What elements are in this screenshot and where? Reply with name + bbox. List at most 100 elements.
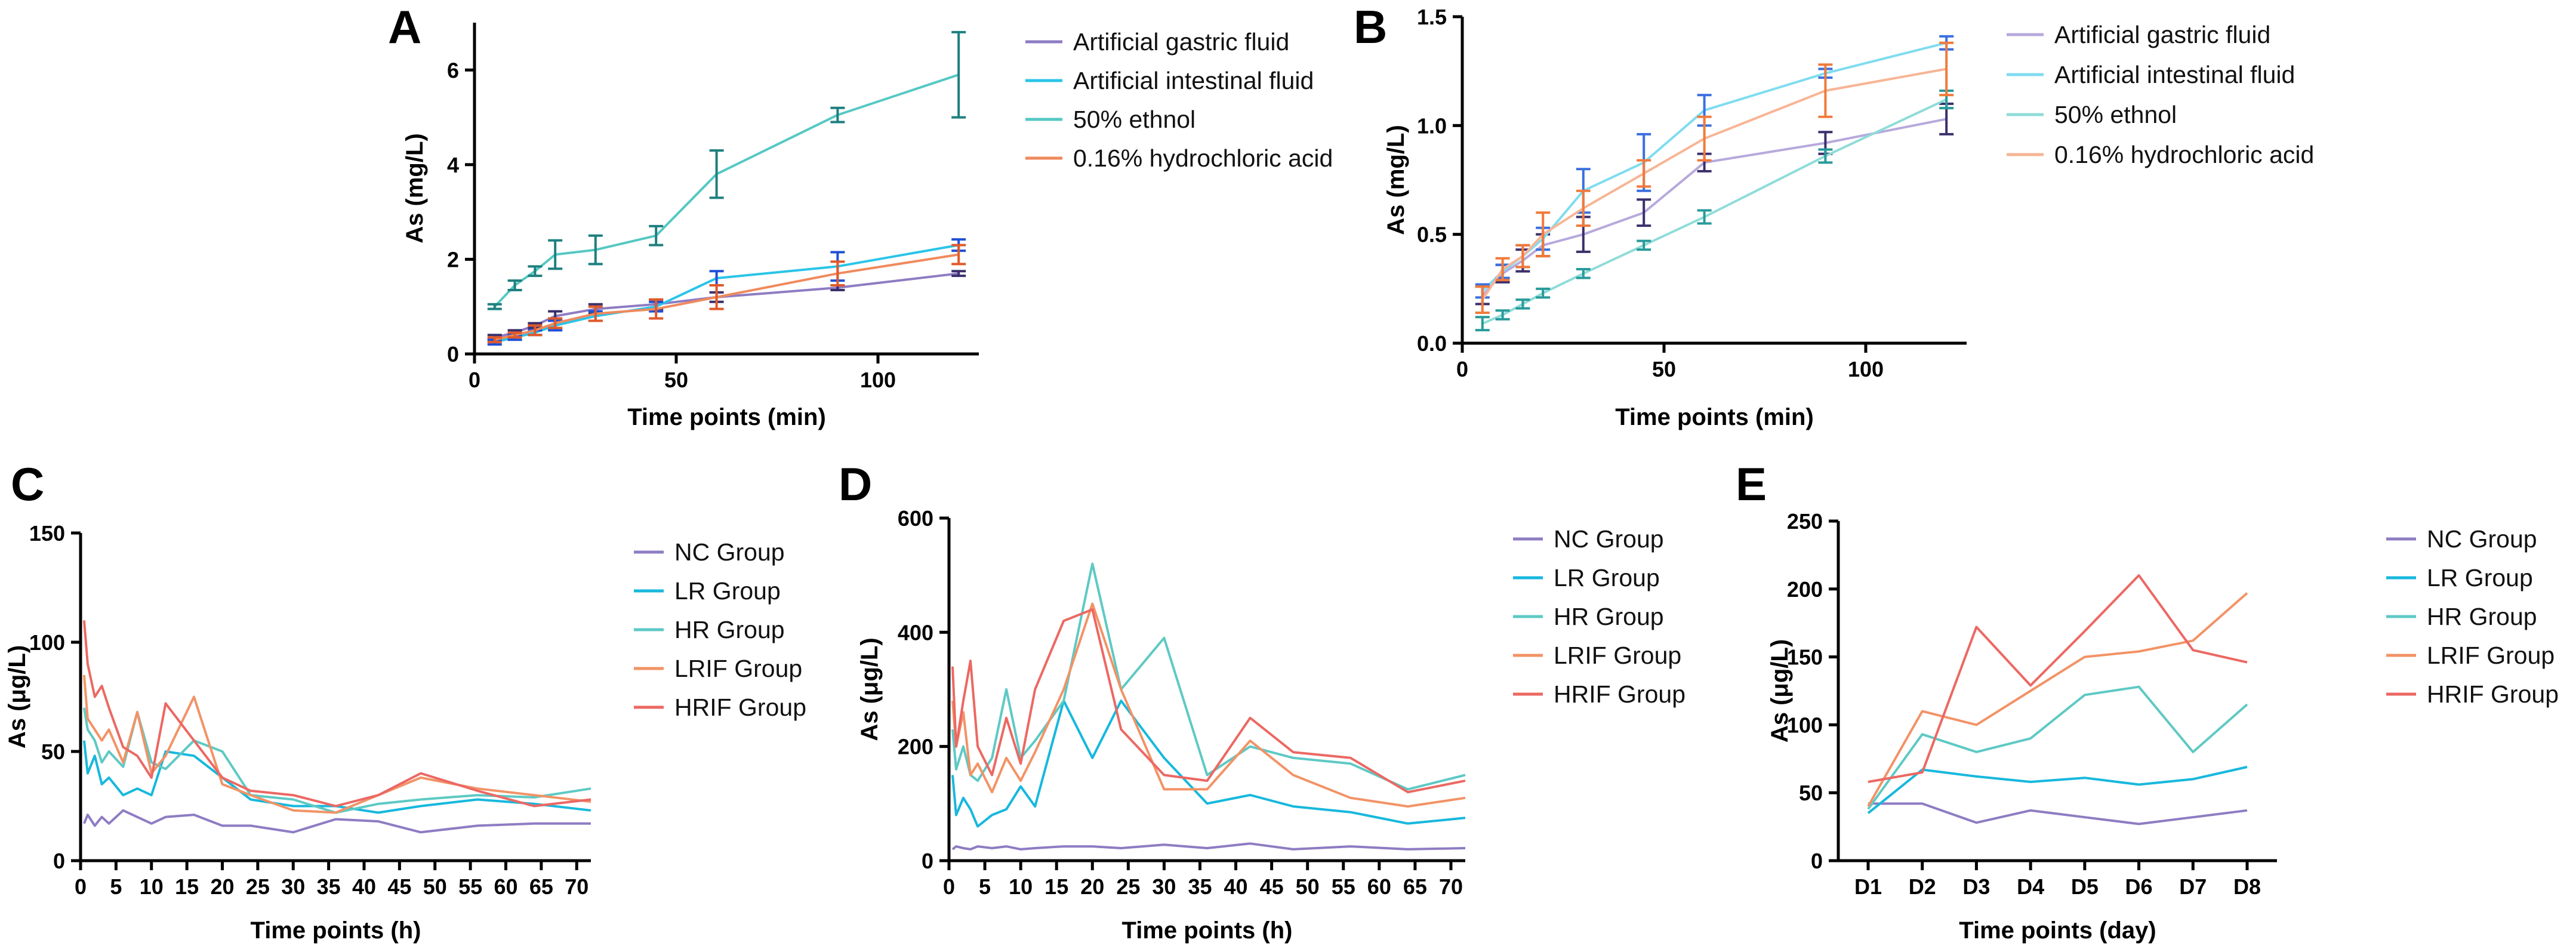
x-tick-label: 5 (979, 874, 991, 899)
x-tick-label: 20 (210, 874, 234, 899)
series-line-artificial-gastric-fluid (1481, 118, 1947, 297)
legend-item-hr-group: HR Group (2386, 603, 2537, 630)
error-bar-0-16-hydrochloric-acid (588, 305, 603, 322)
legend-item-nc-group: NC Group (1513, 525, 1664, 553)
legend-label: NC Group (674, 538, 785, 566)
legend-item-lr-group: LR Group (1513, 564, 1660, 591)
x-tick-label: 25 (1116, 874, 1140, 899)
y-tick-label: 200 (1787, 577, 1823, 602)
legend-label: 0.16% hydrochloric acid (1073, 144, 1333, 172)
legend-item-lr-group: LR Group (2386, 564, 2533, 591)
legend-label: LRIF Group (1554, 642, 1681, 669)
x-tick-label: 30 (1152, 874, 1176, 899)
x-tick-label: 70 (1439, 874, 1463, 899)
error-bar-50-ethnol (507, 279, 522, 291)
error-bar-0-16-hydrochloric-acid (709, 284, 724, 310)
x-tick-label: 5 (110, 874, 122, 899)
series-line-hr-group (951, 562, 1466, 791)
series-line-artificial-gastric-fluid (494, 272, 959, 339)
legend-item-nc-group: NC Group (634, 538, 785, 566)
y-tick-label: 100 (29, 630, 65, 655)
series-line-hrif-group (1868, 574, 2248, 783)
legend-label: HRIF Group (674, 694, 806, 721)
error-bar-0-16-hydrochloric-acid (528, 324, 543, 337)
x-tick-label: D4 (2017, 874, 2044, 899)
y-tick-label: 600 (898, 506, 933, 531)
x-tick-label: D3 (1962, 874, 1990, 899)
y-tick-label: 150 (29, 521, 65, 546)
legend-label: Artificial gastric fluid (2054, 21, 2270, 48)
error-bar-0-16-hydrochloric-acid (1637, 159, 1651, 188)
error-bar-50-ethnol (830, 106, 845, 124)
y-tick-label: 0.0 (1417, 331, 1447, 356)
x-tick-label: 70 (565, 874, 588, 899)
y-tick-label: 2 (447, 247, 459, 272)
legend-item-0-16-hydrochloric-acid: 0.16% hydrochloric acid (2007, 141, 2314, 168)
series-line-hr-group (82, 707, 591, 814)
y-tick-label: 400 (898, 620, 933, 645)
y-tick-label: 1.5 (1417, 5, 1447, 29)
error-bar-50-ethnol (1697, 209, 1712, 225)
x-tick-label: 35 (317, 874, 341, 899)
x-tick-label: 10 (140, 874, 164, 899)
legend-label: LR Group (2427, 564, 2533, 591)
error-bar-50-ethnol (528, 265, 543, 278)
x-axis-title: Time points (h) (1122, 917, 1293, 944)
legend-label: LR Group (1554, 564, 1660, 591)
x-tick-label: 15 (1044, 874, 1068, 899)
error-bar-50-ethnol (1515, 298, 1530, 310)
x-tick-label: 50 (423, 874, 447, 899)
x-tick-label: 0 (469, 368, 480, 392)
panel-letter: A (388, 1, 421, 53)
series-line-hr-group (1867, 685, 2248, 810)
x-axis-title: Time points (h) (251, 917, 421, 944)
x-axis-title: Time points (day) (1959, 917, 2156, 944)
x-tick-label: 50 (664, 368, 688, 392)
legend-item-nc-group: NC Group (2386, 525, 2537, 553)
legend-item-lrif-group: LRIF Group (1513, 642, 1681, 669)
x-tick-label: 60 (494, 874, 517, 899)
series-line-50-ethnol (494, 73, 959, 308)
error-bar-50-ethnol (1637, 239, 1651, 251)
y-axis-title: As (μg/L) (1767, 639, 1793, 743)
x-tick-label: D8 (2233, 874, 2261, 899)
series-line-0-16-hydrochloric-acid (1481, 67, 1947, 301)
error-bar-0-16-hydrochloric-acid (1697, 115, 1712, 162)
error-bar-0-16-hydrochloric-acid (548, 317, 563, 329)
y-tick-label: 1.0 (1417, 113, 1447, 138)
panel-letter: B (1354, 1, 1387, 53)
error-bar-0-16-hydrochloric-acid (649, 298, 664, 320)
error-bar-50-ethnol (709, 149, 724, 199)
legend-item-lrif-group: LRIF Group (2386, 642, 2555, 669)
legend-item-artificial-intestinal-fluid: Artificial intestinal fluid (1025, 67, 1314, 94)
legend-item-lr-group: LR Group (634, 577, 781, 605)
error-bar-0-16-hydrochloric-acid (1818, 63, 1833, 118)
y-tick-label: 0 (53, 849, 65, 873)
panel-a: A 0 2 4 6 0 50 100 Time points (min) As (mg/L) Art… (388, 1, 1333, 430)
y-tick-label: 50 (41, 740, 65, 764)
error-bar-0-16-hydrochloric-acid (1515, 244, 1530, 269)
error-bar-0-16-hydrochloric-acid (1576, 189, 1591, 227)
x-tick-label: 15 (175, 874, 199, 899)
error-bar-0-16-hydrochloric-acid (951, 244, 966, 266)
error-bar-50-ethnol (1475, 316, 1490, 332)
x-tick-label: 10 (1009, 874, 1033, 899)
y-tick-label: 0.5 (1417, 223, 1447, 247)
legend-label: HRIF Group (2427, 680, 2559, 708)
error-bar-50-ethnol (649, 224, 664, 247)
legend-item-hrif-group: HRIF Group (634, 694, 806, 721)
legend-label: NC Group (1554, 525, 1664, 553)
x-tick-label: 0 (1456, 357, 1468, 381)
legend-item-50-ethnol: 50% ethnol (1025, 106, 1195, 133)
series-line-nc-group (83, 809, 591, 834)
error-bar-50-ethnol (1536, 287, 1551, 299)
series-line-artificial-intestinal-fluid (494, 244, 959, 344)
error-bar-artificial-gastric-fluid (951, 270, 966, 278)
x-axis-title: Time points (min) (1615, 404, 1814, 430)
x-tick-label: 45 (387, 874, 411, 899)
legend-item-hrif-group: HRIF Group (2386, 680, 2559, 708)
x-tick-label: 40 (1224, 874, 1248, 899)
legend-label: Artificial gastric fluid (1073, 28, 1289, 56)
